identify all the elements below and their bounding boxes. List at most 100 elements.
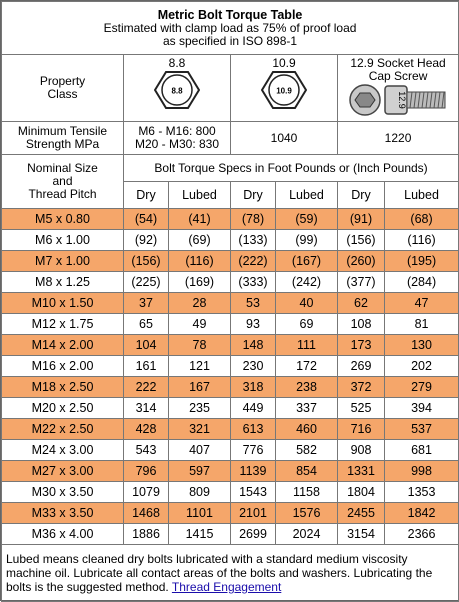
torque-cell: (156) [337, 229, 385, 251]
torque-cell: (92) [123, 229, 169, 251]
tensile-line: 1220 [384, 130, 412, 145]
size-row: M16 x 2.00 161 121 230 172 269 202 [1, 355, 459, 377]
torque-cell: 716 [337, 418, 385, 440]
tensile-line: 1040 [270, 130, 298, 145]
class-name-line: 10.9 [272, 56, 296, 70]
torque-cell: (133) [230, 229, 276, 251]
size-row: M10 x 1.50 37 28 53 40 62 47 [1, 292, 459, 314]
hex-head [260, 71, 308, 109]
torque-cell: (116) [383, 229, 459, 251]
tensile-value: 1040 [230, 121, 338, 155]
torque-cell: 537 [383, 418, 459, 440]
torque-cell: 81 [383, 313, 459, 335]
torque-cell: 69 [275, 313, 338, 335]
socket-hex [354, 92, 376, 108]
thread [433, 91, 437, 109]
label-line: and [52, 174, 73, 188]
torque-cell: 809 [168, 481, 231, 503]
tensile-value: M6 - M16: 800 M20 - M30: 830 [123, 121, 231, 155]
torque-cell: (222) [230, 250, 276, 272]
torque-cell: 449 [230, 397, 276, 419]
thread-engagement-link[interactable]: Thread Engagement [171, 580, 282, 594]
torque-cell: 525 [337, 397, 385, 419]
torque-cell: (195) [383, 250, 459, 272]
torque-cell: 2366 [383, 523, 459, 545]
torque-cell: 93 [230, 313, 276, 335]
nominal-label: Nominal Size and Thread Pitch [1, 154, 124, 209]
footnote-text: Lubed means cleaned dry bolts lubricated… [6, 552, 433, 594]
size-row: M36 x 4.00 1886 1415 2699 2024 3154 2366 [1, 523, 459, 545]
thread [429, 91, 433, 109]
torque-cell: 53 [230, 292, 276, 314]
tensile-row: Minimum Tensile Strength MPa M6 - M16: 800… [1, 121, 459, 155]
torque-cell: (156) [123, 250, 169, 272]
torque-cell: 854 [275, 460, 338, 482]
size-row: M27 x 3.00 796 597 1139 854 1331 998 [1, 460, 459, 482]
class-icon: 10.9 [231, 70, 337, 113]
thread [413, 91, 417, 109]
property-class: 12.9 Socket Head Cap Screw 12.9 [336, 54, 459, 122]
spec-header: Bolt Torque Specs in Foot Pounds or (Inc… [122, 154, 459, 182]
grade-mark: 12.9 [397, 91, 407, 109]
torque-cell: 2699 [230, 523, 276, 545]
class-name-line: Cap Screw [368, 69, 428, 83]
thread [421, 91, 425, 109]
torque-cell: 37 [123, 292, 169, 314]
title-row: Metric Bolt Torque Table Estimated with c… [0, 1, 459, 55]
size-row: M33 x 3.50 1468 1101 2101 1576 2455 1842 [1, 502, 459, 524]
torque-cell: (78) [230, 208, 276, 230]
torque-cell: 1079 [123, 481, 169, 503]
label-line: Thread Pitch [28, 187, 97, 201]
size-row: M20 x 2.50 314 235 449 337 525 394 [1, 397, 459, 419]
class-icon: 8.8 [124, 70, 230, 113]
torque-cell: (116) [168, 250, 231, 272]
torque-cell: 148 [230, 334, 276, 356]
torque-cell: 111 [275, 334, 338, 356]
torque-cell: 407 [168, 439, 231, 461]
torque-cell: 1353 [383, 481, 459, 503]
size-cell: M36 x 4.00 [1, 523, 124, 545]
size-cell: M6 x 1.00 [1, 229, 124, 251]
property-class: 10.9 10.9 [230, 54, 338, 122]
torque-cell: 1804 [337, 481, 385, 503]
label-line: Class [47, 87, 78, 101]
footnote-row: Lubed means cleaned dry bolts lubricated… [0, 544, 459, 602]
class-name-line: 8.8 [168, 56, 186, 70]
torque-cell: (59) [275, 208, 338, 230]
torque-cell: 337 [275, 397, 338, 419]
tensile-label: Minimum Tensile Strength MPa [1, 121, 124, 155]
hex-bolt-icon: 8.8 [153, 71, 201, 109]
size-cell: M5 x 0.80 [1, 208, 124, 230]
label-line: Minimum Tensile [17, 124, 108, 138]
subtitle-line: as specified in ISO 898-1 [162, 33, 298, 48]
torque-cell: 428 [123, 418, 169, 440]
torque-cell: 108 [337, 313, 385, 335]
torque-cell: 1543 [230, 481, 276, 503]
size-cell: M18 x 2.50 [1, 376, 124, 398]
footnote: Lubed means cleaned dry bolts lubricated… [0, 544, 459, 602]
torque-cell: 28 [168, 292, 231, 314]
torque-cell: 776 [230, 439, 276, 461]
title-cell: Metric Bolt Torque Table Estimated with c… [0, 1, 459, 55]
torque-cell: 269 [337, 355, 385, 377]
thread [417, 91, 421, 109]
torque-cell: 796 [123, 460, 169, 482]
torque-cell: (333) [230, 271, 276, 293]
condition-header: Lubed [168, 181, 231, 209]
torque-cell: 314 [123, 397, 169, 419]
class-name: 10.9 [231, 57, 337, 70]
size-row: M7 x 1.00 (156) (116) (222) (167) (260) (195) [1, 250, 459, 272]
torque-cell: (69) [168, 229, 231, 251]
title: Metric Bolt Torque Table [157, 7, 303, 22]
torque-cell: 238 [275, 376, 338, 398]
condition-header: Lubed [275, 181, 338, 209]
torque-cell: (54) [123, 208, 169, 230]
torque-cell: (260) [337, 250, 385, 272]
condition-row: Dry Lubed Dry Lubed Dry Lubed [2, 181, 459, 209]
torque-cell: 908 [337, 439, 385, 461]
torque-cell: (41) [168, 208, 231, 230]
condition-header: Dry [123, 181, 169, 209]
washer-face [161, 74, 193, 106]
torque-cell: 1331 [337, 460, 385, 482]
